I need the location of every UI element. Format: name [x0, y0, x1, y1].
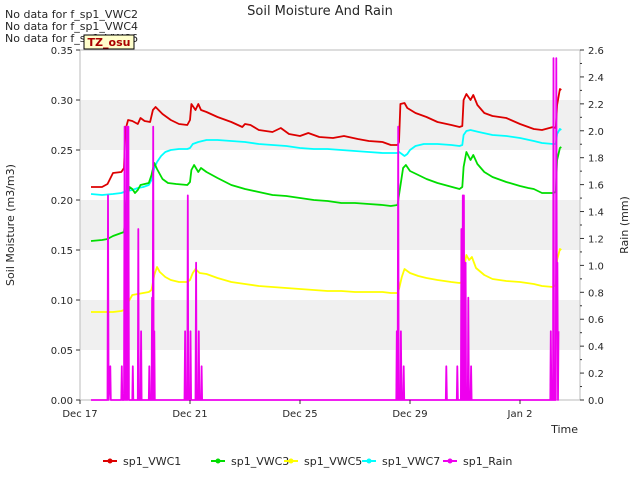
legend-marker — [215, 458, 221, 464]
y2-tick-label: 2.4 — [588, 73, 604, 84]
y2-tick-label: 0.4 — [588, 342, 604, 353]
site-tag-label: TZ_osu — [88, 36, 131, 49]
y-tick-label: 0.20 — [51, 196, 73, 207]
y-axis-label: Soil Moisture (m3/m3) — [4, 164, 17, 286]
y-tick-label: 0.35 — [51, 46, 73, 57]
legend-marker — [288, 458, 294, 464]
y-tick-label: 0.00 — [51, 396, 73, 407]
series-line-sp1-vwc1 — [91, 88, 562, 188]
y-tick-label: 0.10 — [51, 296, 73, 307]
no-data-note-2: No data for f_sp1_VWC4 — [5, 20, 138, 33]
x-axis: Dec 17 Dec 21 Dec 25 Dec 29 Jan 2 — [62, 400, 532, 420]
grid-band — [80, 200, 580, 250]
series-line-sp1-vwc7 — [90, 128, 562, 196]
y-axis-right: 0.0 0.2 0.4 0.6 0.8 1.0 1.2 1.4 1.6 1.8 2.0 2.2 2.4 2… — [580, 46, 604, 407]
legend: sp1_VWC1 sp1_VWC3 sp1_VWC5 sp1_VWC7 sp1_Rain — [103, 455, 512, 468]
grid-band — [80, 300, 580, 350]
y2-tick-label: 1.2 — [588, 234, 604, 245]
x-axis-label: Time — [550, 423, 578, 436]
legend-marker — [366, 458, 372, 464]
chart-title: Soil Moisture And Rain — [247, 4, 393, 19]
y2-tick-label: 2.2 — [588, 100, 604, 111]
series-lines — [90, 57, 562, 401]
series-line-sp1-vwc3 — [90, 146, 562, 242]
x-tick-label: Dec 25 — [282, 409, 317, 420]
y2-tick-label: 1.6 — [588, 181, 604, 192]
site-tag: TZ_osu — [83, 34, 135, 50]
x-tick-label: Dec 21 — [172, 409, 207, 420]
grid-bands — [80, 100, 580, 350]
site-tag-box — [83, 34, 135, 50]
y2-tick-label: 2.6 — [588, 46, 604, 57]
y2-tick-label: 1.0 — [588, 261, 604, 272]
y-tick-label: 0.25 — [51, 146, 73, 157]
y2-tick-label: 1.4 — [588, 208, 604, 219]
legend-label: sp1_VWC5 — [304, 455, 362, 468]
y2-tick-label: 0.0 — [588, 396, 604, 407]
y2-tick-label: 1.8 — [588, 154, 604, 165]
y2-tick-label: 2.0 — [588, 127, 604, 138]
y2-tick-label: 0.6 — [588, 315, 604, 326]
y2-tick-label: 0.2 — [588, 369, 604, 380]
legend-label: sp1_VWC3 — [231, 455, 289, 468]
legend-label: sp1_VWC1 — [123, 455, 181, 468]
y-tick-label: 0.30 — [51, 96, 73, 107]
legend-marker — [107, 458, 113, 464]
y-tick-label: 0.15 — [51, 246, 73, 257]
legend-marker — [447, 458, 453, 464]
legend-label: sp1_Rain — [463, 455, 512, 468]
x-tick-label: Dec 29 — [392, 409, 427, 420]
no-data-note-1: No data for f_sp1_VWC2 — [5, 8, 138, 21]
y2-axis-label: Rain (mm) — [618, 196, 631, 254]
y2-tick-label: 0.8 — [588, 288, 604, 299]
x-tick-label: Jan 2 — [507, 409, 533, 420]
y-axis-left: 0.00 0.05 0.10 0.15 0.20 0.25 0.30 0.35 — [51, 46, 80, 407]
series-line-sp1-rain — [91, 57, 560, 401]
x-tick-label: Dec 17 — [62, 409, 97, 420]
legend-label: sp1_VWC7 — [382, 455, 440, 468]
y-tick-label: 0.05 — [51, 346, 73, 357]
grid-band — [80, 100, 580, 150]
